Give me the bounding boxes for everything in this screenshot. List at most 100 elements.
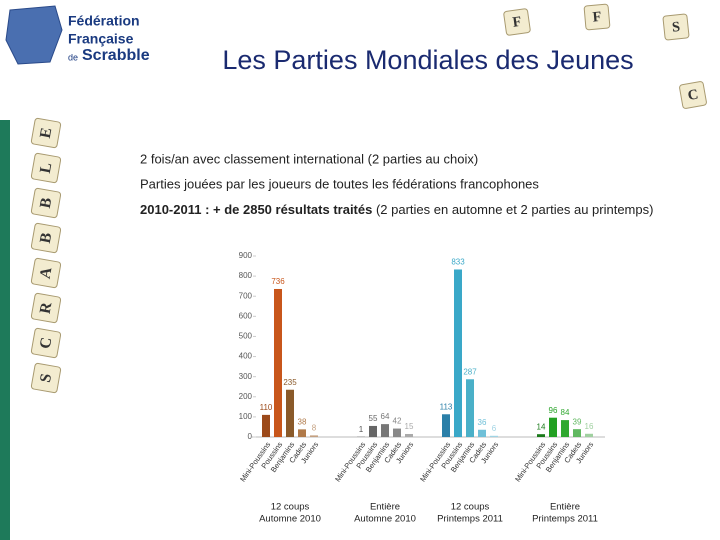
tile-face xyxy=(662,13,690,41)
y-tick-label: 800 xyxy=(239,271,253,280)
tile-letter: B xyxy=(37,231,56,244)
value-label: 84 xyxy=(561,408,570,417)
value-label: 38 xyxy=(298,417,307,426)
group-label: Entière xyxy=(370,502,400,513)
tile: F xyxy=(583,3,611,31)
y-tick-label: 400 xyxy=(239,352,253,361)
value-label: 39 xyxy=(573,417,582,426)
bar xyxy=(262,414,270,437)
tile-letter: A xyxy=(37,265,56,280)
value-label: 15 xyxy=(405,422,414,431)
bar xyxy=(310,435,318,437)
tile-face xyxy=(30,292,62,324)
bullet: 2010-2011 : + de 2850 résultats traités … xyxy=(140,202,653,217)
bar xyxy=(405,433,413,437)
y-tick-label: 600 xyxy=(239,311,253,320)
tile-letter: C xyxy=(687,87,700,105)
logo-text: de xyxy=(68,52,78,62)
y-tick-label: 100 xyxy=(239,412,253,421)
bar xyxy=(369,425,377,437)
value-label: 110 xyxy=(260,403,273,412)
bar xyxy=(442,414,450,437)
tile: C xyxy=(679,81,707,109)
tile-letter: B xyxy=(37,196,56,209)
value-label: 6 xyxy=(492,424,497,433)
value-label: 64 xyxy=(381,412,390,421)
bar xyxy=(573,429,581,437)
tile-face xyxy=(30,187,62,219)
tile-letter: S xyxy=(671,19,681,36)
value-label: 8 xyxy=(312,424,317,433)
bar xyxy=(454,269,462,437)
group-label: Automne 2010 xyxy=(259,514,321,525)
tile-letter: E xyxy=(37,126,56,139)
bullet: Parties jouées par les joueurs de toutes… xyxy=(140,176,539,191)
value-label: 14 xyxy=(537,422,546,431)
bar xyxy=(286,389,294,437)
value-label: 833 xyxy=(451,258,465,267)
group-label: Printemps 2011 xyxy=(532,514,598,525)
group-label: Printemps 2011 xyxy=(437,514,503,525)
tile: S xyxy=(662,13,690,41)
bullet-bold: 2010-2011 : + de 2850 résultats traités xyxy=(140,202,372,217)
tile: S xyxy=(30,362,62,394)
bar xyxy=(298,429,306,437)
logo-text: Fédération xyxy=(68,13,140,29)
bullet: 2 fois/an avec classement international … xyxy=(140,151,478,166)
tile-letter: F xyxy=(592,9,602,26)
value-label: 1 xyxy=(359,425,364,434)
tile: B xyxy=(30,187,62,219)
value-label: 113 xyxy=(440,402,453,411)
bullet-rest: (2 parties en automne et 2 parties au pr… xyxy=(372,202,653,217)
group-label: 12 coups xyxy=(451,502,490,513)
tile: R xyxy=(30,292,62,324)
logo-map xyxy=(5,5,63,65)
y-tick-label: 700 xyxy=(239,291,253,300)
value-label: 96 xyxy=(549,406,558,415)
bar xyxy=(478,429,486,437)
tile-letter: L xyxy=(37,161,56,174)
value-label: 736 xyxy=(271,277,285,286)
bar xyxy=(466,379,474,437)
tile: F xyxy=(503,8,531,36)
y-tick-label: 900 xyxy=(239,251,253,260)
bar xyxy=(274,288,282,437)
tile-letter: C xyxy=(37,336,56,350)
value-label: 235 xyxy=(283,378,297,387)
value-label: 287 xyxy=(463,367,477,376)
value-label: 16 xyxy=(585,422,594,431)
logo-text: Scrabble xyxy=(82,47,150,64)
tile: E xyxy=(30,117,62,149)
tile-letter: S xyxy=(37,372,55,384)
bar xyxy=(490,435,498,437)
logo-text: Française xyxy=(68,31,134,47)
side-band xyxy=(0,120,10,540)
tile-face xyxy=(30,327,62,359)
y-tick-label: 0 xyxy=(248,432,253,441)
bar xyxy=(549,417,557,437)
tile-face xyxy=(30,152,62,184)
logo: Fédération Française de Scrabble xyxy=(5,5,150,65)
bar xyxy=(381,424,389,437)
tile-face xyxy=(30,222,62,254)
group-label: 12 coups xyxy=(271,502,310,513)
bar xyxy=(393,428,401,437)
tile: C xyxy=(30,327,62,359)
group-label: Entière xyxy=(550,502,580,513)
value-label: 36 xyxy=(478,418,487,427)
tile-letter: R xyxy=(37,300,56,315)
tile: B xyxy=(30,222,62,254)
tile-face xyxy=(679,81,707,109)
bar xyxy=(537,434,545,437)
tile-face xyxy=(583,3,611,31)
y-tick-label: 300 xyxy=(239,372,253,381)
tile-face xyxy=(30,257,62,289)
tile-letter: F xyxy=(512,14,523,31)
tile: A xyxy=(30,257,62,289)
tile-face xyxy=(503,8,531,36)
value-label: 42 xyxy=(393,417,402,426)
tile-face xyxy=(30,362,62,394)
bar xyxy=(561,420,569,437)
